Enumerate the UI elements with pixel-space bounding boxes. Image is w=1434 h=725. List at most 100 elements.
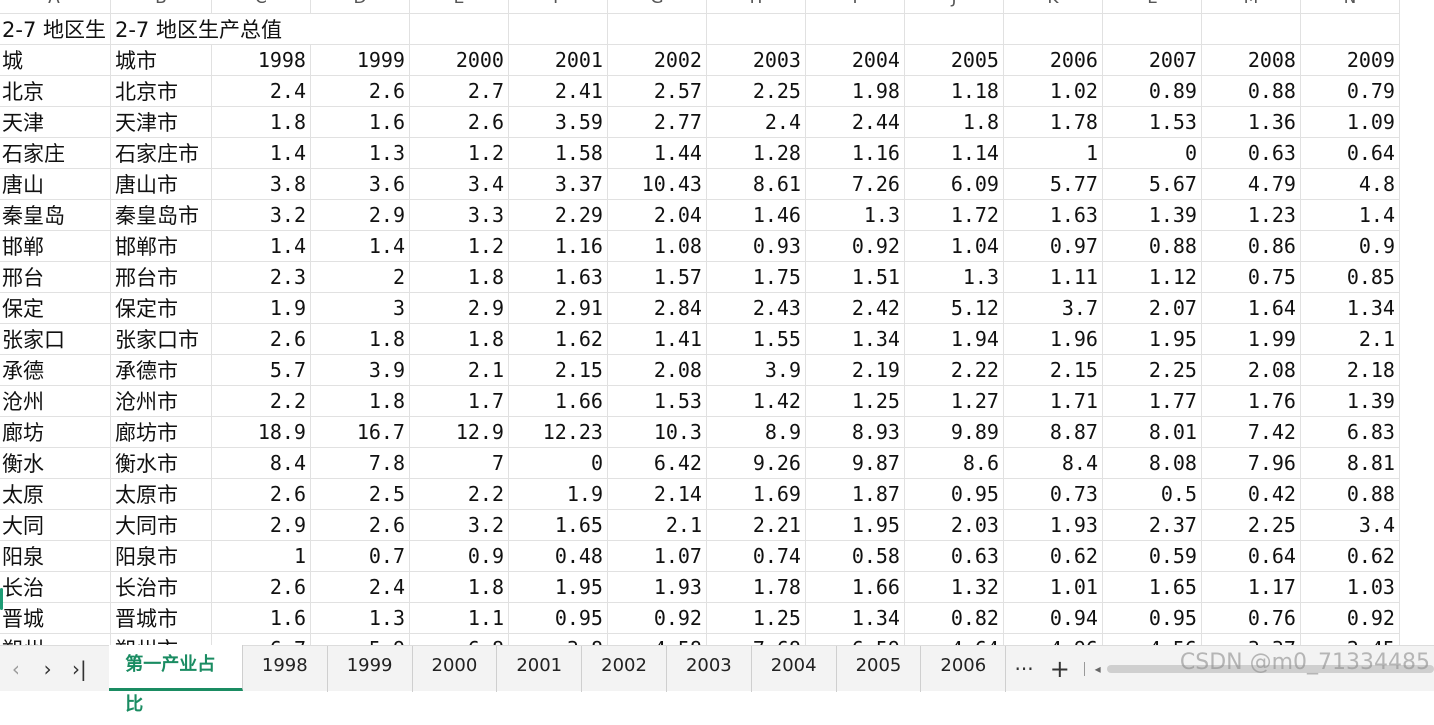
city-name-cell[interactable]: 邯郸市 xyxy=(110,230,212,262)
value-cell[interactable]: 1.34 xyxy=(805,602,905,634)
value-cell[interactable]: 10.43 xyxy=(607,168,707,200)
value-cell[interactable]: 0.82 xyxy=(904,602,1004,634)
value-cell[interactable]: 6.7 xyxy=(211,633,311,645)
value-cell[interactable]: 1.95 xyxy=(508,571,608,603)
city-short-cell[interactable]: 张家口 xyxy=(0,323,111,355)
value-cell[interactable]: 1.41 xyxy=(607,323,707,355)
column-header-a[interactable]: A xyxy=(0,0,111,14)
value-cell[interactable]: 3.37 xyxy=(1201,633,1301,645)
value-cell[interactable]: 8.08 xyxy=(1102,447,1202,479)
value-cell[interactable]: 1.8 xyxy=(310,323,410,355)
city-name-cell[interactable]: 长治市 xyxy=(110,571,212,603)
value-cell[interactable]: 3.2 xyxy=(211,199,311,231)
value-cell[interactable]: 1.08 xyxy=(607,230,707,262)
value-cell[interactable]: 0.48 xyxy=(508,540,608,572)
value-cell[interactable]: 2.9 xyxy=(409,292,509,324)
city-short-cell[interactable]: 保定 xyxy=(0,292,111,324)
value-cell[interactable]: 1.8 xyxy=(409,261,509,293)
value-cell[interactable]: 1.66 xyxy=(508,385,608,417)
title-cell-a[interactable]: 2-7 地区生 xyxy=(0,13,111,45)
value-cell[interactable]: 1.94 xyxy=(904,323,1004,355)
value-cell[interactable]: 0.74 xyxy=(706,540,806,572)
value-cell[interactable]: 2.77 xyxy=(607,106,707,138)
value-cell[interactable]: 1.78 xyxy=(706,571,806,603)
value-cell[interactable]: 5.67 xyxy=(1102,168,1202,200)
value-cell[interactable]: 2.6 xyxy=(310,75,410,107)
city-name-cell[interactable]: 大同市 xyxy=(110,509,212,541)
value-cell[interactable]: 1.25 xyxy=(706,602,806,634)
value-cell[interactable]: 2.9 xyxy=(211,509,311,541)
city-short-cell[interactable]: 沧州 xyxy=(0,385,111,417)
value-cell[interactable]: 0.5 xyxy=(1102,478,1202,510)
value-cell[interactable]: 4.58 xyxy=(607,633,707,645)
value-cell[interactable]: 5.7 xyxy=(211,354,311,386)
value-cell[interactable]: 1.75 xyxy=(706,261,806,293)
value-cell[interactable]: 1.03 xyxy=(1300,571,1400,603)
value-cell[interactable]: 2.4 xyxy=(706,106,806,138)
tab-2002[interactable]: 2002 xyxy=(582,645,667,692)
value-cell[interactable]: 0.42 xyxy=(1201,478,1301,510)
value-cell[interactable]: 2.08 xyxy=(607,354,707,386)
column-header-m[interactable]: M xyxy=(1201,0,1301,14)
value-cell[interactable]: 2.9 xyxy=(310,199,410,231)
value-cell[interactable]: 8.61 xyxy=(706,168,806,200)
value-cell[interactable]: 2.45 xyxy=(1300,633,1400,645)
city-name-cell[interactable]: 朔州市 xyxy=(110,633,212,645)
value-cell[interactable]: 1.23 xyxy=(1201,199,1301,231)
value-cell[interactable]: 8.4 xyxy=(1003,447,1103,479)
value-cell[interactable]: 9.26 xyxy=(706,447,806,479)
value-cell[interactable]: 0.85 xyxy=(1300,261,1400,293)
value-cell[interactable]: 0.92 xyxy=(607,602,707,634)
city-name-cell[interactable]: 保定市 xyxy=(110,292,212,324)
value-cell[interactable]: 1.28 xyxy=(706,137,806,169)
value-cell[interactable]: 0.97 xyxy=(1003,230,1103,262)
value-cell[interactable]: 0 xyxy=(1102,137,1202,169)
value-cell[interactable]: 0.62 xyxy=(1300,540,1400,572)
value-cell[interactable]: 3.4 xyxy=(409,168,509,200)
value-cell[interactable]: 1.4 xyxy=(310,230,410,262)
city-short-cell[interactable]: 唐山 xyxy=(0,168,111,200)
empty-cell[interactable] xyxy=(409,13,509,45)
value-cell[interactable]: 3.6 xyxy=(310,168,410,200)
column-header-c[interactable]: C xyxy=(211,0,311,14)
city-name-cell[interactable]: 承德市 xyxy=(110,354,212,386)
value-cell[interactable]: 1.4 xyxy=(211,230,311,262)
value-cell[interactable]: 0.58 xyxy=(805,540,905,572)
city-short-cell[interactable]: 天津 xyxy=(0,106,111,138)
value-cell[interactable]: 2.4 xyxy=(211,75,311,107)
city-short-cell[interactable]: 邯郸 xyxy=(0,230,111,262)
empty-cell[interactable] xyxy=(1300,13,1400,45)
value-cell[interactable]: 1.09 xyxy=(1300,106,1400,138)
city-short-cell[interactable]: 衡水 xyxy=(0,447,111,479)
value-cell[interactable]: 1.53 xyxy=(1102,106,1202,138)
city-name-cell[interactable]: 唐山市 xyxy=(110,168,212,200)
value-cell[interactable]: 0.95 xyxy=(508,602,608,634)
empty-cell[interactable] xyxy=(508,13,608,45)
value-cell[interactable]: 0.63 xyxy=(904,540,1004,572)
value-cell[interactable]: 2.4 xyxy=(310,571,410,603)
value-cell[interactable]: 1.8 xyxy=(409,323,509,355)
value-cell[interactable]: 1.36 xyxy=(1201,106,1301,138)
value-cell[interactable]: 6.09 xyxy=(904,168,1004,200)
value-cell[interactable]: 1.8 xyxy=(211,106,311,138)
value-cell[interactable]: 16.7 xyxy=(310,416,410,448)
header-cell-year[interactable]: 2008 xyxy=(1201,44,1301,76)
more-sheets-button[interactable]: ··· xyxy=(1014,656,1034,681)
column-header-d[interactable]: D xyxy=(310,0,410,14)
value-cell[interactable]: 1.76 xyxy=(1201,385,1301,417)
value-cell[interactable]: 3.3 xyxy=(409,199,509,231)
header-cell-year[interactable]: 2007 xyxy=(1102,44,1202,76)
value-cell[interactable]: 0.76 xyxy=(1201,602,1301,634)
value-cell[interactable]: 1.3 xyxy=(310,137,410,169)
value-cell[interactable]: 1 xyxy=(1003,137,1103,169)
value-cell[interactable]: 1.16 xyxy=(508,230,608,262)
value-cell[interactable]: 6.59 xyxy=(805,633,905,645)
value-cell[interactable]: 0.88 xyxy=(1102,230,1202,262)
city-short-cell[interactable]: 承德 xyxy=(0,354,111,386)
value-cell[interactable]: 18.9 xyxy=(211,416,311,448)
value-cell[interactable]: 1.14 xyxy=(904,137,1004,169)
value-cell[interactable]: 2.21 xyxy=(706,509,806,541)
city-name-cell[interactable]: 阳泉市 xyxy=(110,540,212,572)
value-cell[interactable]: 1.71 xyxy=(1003,385,1103,417)
column-header-n[interactable]: N xyxy=(1300,0,1400,14)
